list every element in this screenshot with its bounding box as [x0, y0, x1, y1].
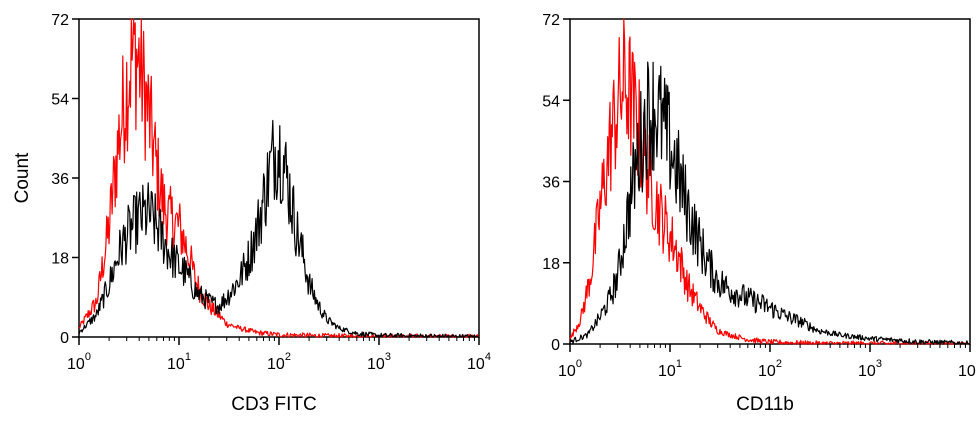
- histogram-panel-cd11b: 0 18 36 54 72 100 101 102 103 104 CD11b: [542, 12, 976, 415]
- y-tick-label: 54: [542, 93, 560, 110]
- x-tick-label: 100: [558, 358, 582, 380]
- x-tick-label: 102: [758, 358, 782, 380]
- y-tick-label: 54: [51, 92, 69, 109]
- x-axis-title: CD11b: [736, 394, 794, 415]
- y-tick-label: 18: [542, 256, 560, 273]
- y-tick-label: 0: [551, 337, 560, 354]
- x-tick-label: 104: [467, 351, 491, 373]
- x-tick-label: 103: [858, 358, 882, 380]
- x-tick-label: 104: [958, 358, 976, 380]
- y-tick-label: 36: [51, 171, 69, 188]
- x-tick-label: 101: [167, 351, 191, 373]
- histogram-panel-cd3: 0 18 36 54 72 100 101 102 103 104 CD3 FITC Count: [12, 12, 491, 415]
- y-tick-label: 72: [542, 12, 560, 29]
- y-tick-label: 0: [60, 330, 69, 347]
- histogram-series-black: [78, 119, 479, 338]
- histogram-series-red: [569, 18, 971, 345]
- y-tick-label: 72: [51, 12, 69, 29]
- y-axis-title: Count: [12, 152, 33, 203]
- x-axis-title: CD3 FITC: [231, 394, 317, 415]
- histogram-series-red: [78, 18, 480, 338]
- x-tick-label: 103: [367, 351, 391, 373]
- y-tick-label: 18: [51, 251, 69, 268]
- x-tick-label: 100: [67, 351, 91, 373]
- x-tick-label: 101: [658, 358, 682, 380]
- x-tick-label: 102: [267, 351, 291, 373]
- histogram-series-black: [569, 61, 970, 345]
- y-tick-label: 36: [542, 175, 560, 192]
